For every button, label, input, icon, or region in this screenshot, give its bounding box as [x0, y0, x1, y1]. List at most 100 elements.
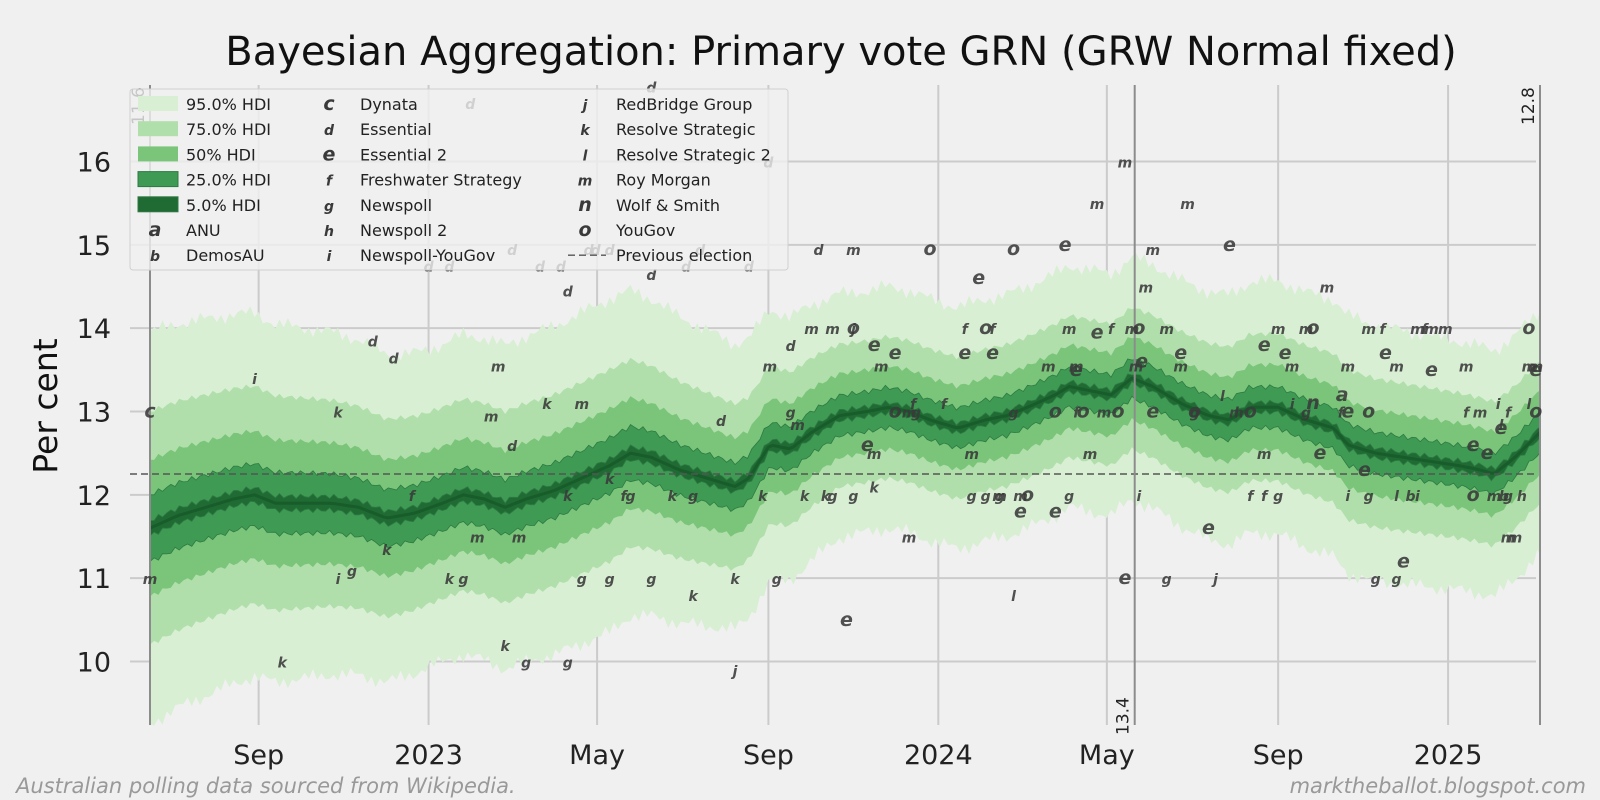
- poll-point: a: [1336, 384, 1349, 406]
- poll-point: m: [846, 243, 861, 259]
- poll-point: k: [542, 397, 553, 413]
- poll-point: g: [688, 489, 698, 505]
- legend-band-label: 95.0% HDI: [186, 95, 271, 114]
- legend-band-label: 50% HDI: [186, 145, 256, 164]
- poll-point: d: [786, 339, 797, 355]
- y-tick-label: 10: [77, 648, 111, 679]
- poll-point: o: [923, 238, 936, 260]
- poll-point: m: [825, 322, 840, 338]
- legend-code: m: [578, 174, 593, 190]
- poll-point: m: [763, 360, 778, 376]
- x-tick-label: Sep: [1253, 740, 1304, 771]
- legend-code: j: [581, 98, 588, 114]
- legend-band-label: 5.0% HDI: [186, 196, 261, 215]
- poll-point: m: [1341, 360, 1356, 376]
- legend-band-label: 25.0% HDI: [186, 171, 271, 190]
- poll-point: i: [1290, 397, 1295, 413]
- poll-point: m: [491, 360, 506, 376]
- poll-point: d: [563, 285, 574, 301]
- legend-band-swatch: [137, 171, 179, 188]
- legend-code: k: [580, 123, 591, 139]
- legend-code: i: [327, 249, 332, 265]
- poll-point: m: [1410, 322, 1425, 338]
- poll-point: d: [389, 351, 400, 367]
- poll-point: m: [512, 531, 527, 547]
- x-tick-label: Sep: [743, 740, 794, 771]
- legend-band-label: 75.0% HDI: [186, 120, 271, 139]
- poll-point: f: [941, 397, 949, 413]
- poll-point: h: [1517, 489, 1527, 505]
- poll-point: e: [1202, 517, 1215, 539]
- poll-point: o: [1362, 401, 1375, 423]
- poll-point: f: [1463, 406, 1471, 422]
- poll-point: j: [731, 664, 738, 680]
- poll-point: m: [1285, 360, 1300, 376]
- poll-point: o: [847, 317, 860, 339]
- poll-point: e: [861, 434, 874, 456]
- poll-point: l: [1234, 406, 1239, 422]
- x-tick-label: 2024: [904, 740, 973, 771]
- legend-label: Wolf & Smith: [616, 196, 720, 215]
- poll-point: k: [758, 489, 769, 505]
- poll-point: g: [786, 406, 796, 422]
- poll-point: k: [278, 656, 289, 672]
- x-tick-label: Sep: [233, 740, 284, 771]
- poll-point: m: [992, 489, 1007, 505]
- poll-point: m: [1083, 447, 1098, 463]
- poll-point: m: [1508, 531, 1523, 547]
- poll-point: m: [1069, 360, 1084, 376]
- poll-point: f: [1247, 489, 1255, 505]
- poll-point: e: [1467, 434, 1480, 456]
- poll-point: c: [144, 401, 156, 423]
- poll-point: j: [849, 322, 856, 338]
- poll-point: g: [1391, 572, 1401, 588]
- footer-source: Australian polling data sourced from Wik…: [16, 774, 516, 798]
- poll-point: e: [1135, 351, 1148, 373]
- legend-code: a: [149, 219, 162, 241]
- legend-code: f: [326, 174, 334, 190]
- poll-point: m: [790, 418, 805, 434]
- poll-point: g: [1503, 489, 1513, 505]
- legend-band-swatch: [138, 96, 178, 111]
- poll-point: l: [1220, 389, 1225, 405]
- legend-code: h: [324, 224, 334, 240]
- legend-label: Resolve Strategic: [616, 120, 756, 139]
- poll-point: e: [1279, 342, 1292, 364]
- poll-point: m: [143, 572, 158, 588]
- poll-point: m: [1129, 360, 1144, 376]
- poll-point: e: [868, 334, 881, 356]
- poll-point: i: [1415, 489, 1420, 505]
- poll-point: m: [902, 406, 917, 422]
- poll-point: m: [867, 447, 882, 463]
- poll-point: e: [1118, 567, 1131, 589]
- poll-point: e: [889, 342, 902, 364]
- poll-point: g: [646, 572, 656, 588]
- poll-point: e: [1495, 417, 1508, 439]
- legend-code: n: [578, 194, 592, 216]
- poll-point: m: [964, 447, 979, 463]
- poll-point: j: [1211, 572, 1218, 588]
- legend-code: g: [324, 199, 334, 215]
- poll-point: f: [1338, 406, 1346, 422]
- x-tick-label: 2025: [1414, 740, 1483, 771]
- poll-point: o: [979, 317, 992, 339]
- poll-point: o: [1522, 317, 1535, 339]
- legend-label: Essential: [360, 120, 432, 139]
- poll-point: k: [605, 472, 616, 488]
- poll-point: m: [1389, 360, 1404, 376]
- poll-point: g: [1008, 406, 1018, 422]
- poll-point: m: [1090, 197, 1105, 213]
- poll-point: e: [958, 342, 971, 364]
- poll-point: e: [1014, 501, 1027, 523]
- y-tick-label: 15: [77, 231, 111, 262]
- poll-point: m: [1320, 281, 1335, 297]
- poll-point: e: [1258, 334, 1271, 356]
- legend-code: e: [323, 143, 336, 165]
- legend-label: Dynata: [360, 95, 418, 114]
- poll-point: g: [995, 489, 1005, 505]
- poll-point: m: [1438, 322, 1453, 338]
- poll-point: e: [1397, 551, 1410, 573]
- poll-point: m: [1180, 197, 1195, 213]
- y-tick-label: 16: [77, 148, 111, 179]
- legend-label: RedBridge Group: [616, 95, 752, 114]
